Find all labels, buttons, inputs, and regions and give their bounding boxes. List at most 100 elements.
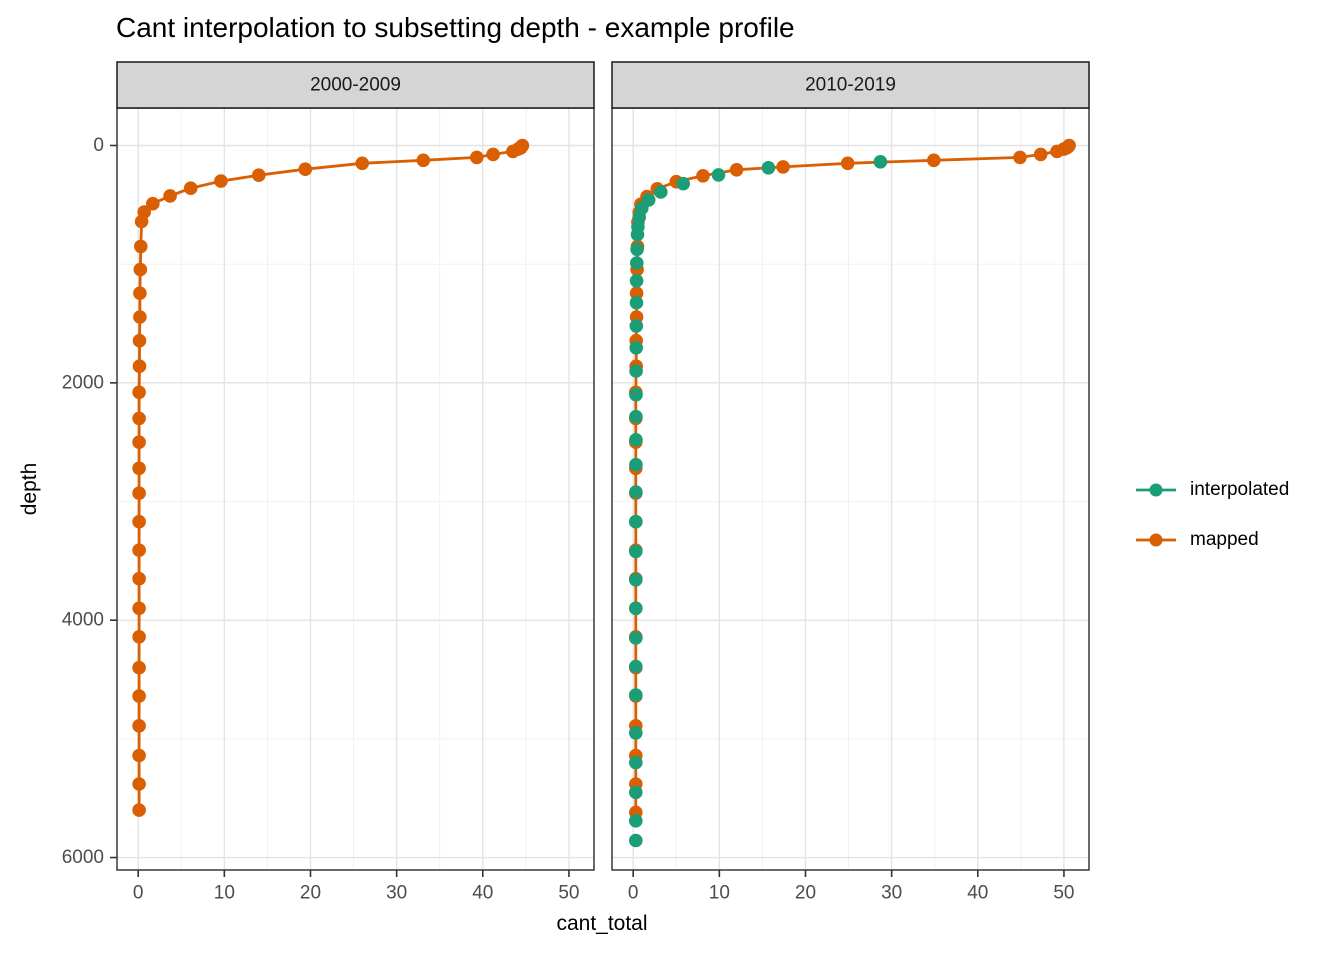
data-point-interpolated (629, 295, 644, 310)
data-point-mapped (1013, 150, 1027, 165)
data-point-interpolated (873, 155, 888, 169)
data-point-mapped (1050, 144, 1064, 159)
data-point-interpolated (629, 601, 643, 616)
data-point-mapped (134, 239, 148, 254)
data-point-mapped (132, 543, 146, 557)
data-point-interpolated (629, 387, 643, 402)
panel-background (612, 108, 1089, 870)
data-point-mapped (927, 153, 941, 168)
y-axis-tick-label: 4000 (62, 610, 104, 631)
data-point-mapped (132, 777, 146, 791)
data-point-interpolated (629, 485, 643, 499)
data-point-mapped (132, 571, 146, 586)
data-point-mapped (133, 262, 148, 277)
data-point-mapped (132, 385, 146, 400)
data-point-mapped (132, 486, 146, 501)
data-point-interpolated (629, 573, 643, 587)
data-point-mapped (251, 168, 266, 182)
legend-item-interpolated: interpolated (1134, 479, 1289, 501)
legend-item-mapped: mapped (1134, 529, 1289, 551)
data-point-interpolated (676, 176, 690, 191)
data-point-mapped (840, 156, 855, 171)
x-axis-tick-label: 0 (628, 883, 639, 904)
data-point-mapped (132, 411, 146, 426)
data-point-mapped (214, 174, 228, 188)
data-point-interpolated (630, 242, 644, 257)
x-axis-tick-label: 50 (1053, 883, 1074, 904)
data-point-interpolated (629, 341, 643, 355)
facet-strip-label: 2000-2009 (310, 75, 401, 96)
x-axis-tick-label: 30 (881, 883, 902, 904)
x-axis-tick-label: 40 (472, 883, 493, 904)
data-point-mapped (133, 310, 147, 324)
facet-strip (116, 61, 595, 109)
data-point-interpolated (629, 457, 643, 472)
x-axis-tick-label: 10 (709, 883, 730, 904)
x-axis-tick-label: 40 (967, 883, 988, 904)
data-point-interpolated (629, 364, 643, 378)
data-point-mapped (133, 286, 147, 301)
data-point-interpolated (629, 631, 643, 645)
data-point-mapped (696, 169, 710, 183)
data-point-mapped (132, 803, 146, 817)
data-point-mapped (132, 435, 146, 450)
data-point-mapped (506, 144, 520, 159)
facet-strip (611, 61, 1090, 109)
data-point-mapped (298, 162, 313, 176)
data-point-interpolated (629, 274, 644, 288)
data-point-mapped (776, 160, 790, 174)
data-point-mapped (132, 461, 146, 476)
data-point-mapped (132, 333, 147, 348)
data-point-mapped (132, 660, 146, 675)
data-point-mapped (132, 689, 146, 703)
y-axis-tick-label: 0 (93, 135, 104, 156)
data-point-interpolated (654, 185, 668, 199)
data-point-mapped (729, 163, 744, 177)
data-point-mapped (132, 514, 146, 529)
plot-title: Cant interpolation to subsetting depth -… (116, 12, 795, 43)
data-point-interpolated (630, 227, 645, 242)
legend-key-line-dot-icon (1136, 483, 1176, 497)
data-point-mapped (355, 156, 370, 171)
legend: interpolated mapped (1134, 479, 1289, 551)
data-point-mapped (132, 630, 146, 644)
data-point-mapped (132, 359, 147, 374)
data-point-interpolated (711, 168, 726, 182)
panel-background (117, 108, 594, 870)
y-axis-title: depth (18, 462, 41, 516)
data-point-mapped (163, 189, 177, 203)
data-point-interpolated (629, 319, 644, 333)
data-point-interpolated (761, 161, 776, 175)
data-point-interpolated (629, 726, 643, 740)
y-axis-tick-label: 2000 (62, 372, 104, 393)
legend-key-line-dot-icon (1136, 533, 1176, 547)
data-point-mapped (1033, 147, 1048, 162)
x-axis-title: cant_total (556, 912, 648, 935)
x-axis-tick-label: 30 (386, 883, 407, 904)
data-point-interpolated (629, 785, 643, 800)
data-point-interpolated (629, 814, 643, 828)
y-axis-tick-label: 6000 (62, 847, 104, 868)
legend-label: mapped (1190, 529, 1259, 550)
data-point-interpolated (629, 659, 643, 674)
data-point-mapped (132, 748, 146, 763)
legend-label: interpolated (1190, 479, 1290, 500)
data-point-interpolated (629, 514, 643, 529)
data-point-mapped (416, 153, 431, 168)
data-point-mapped (134, 214, 149, 229)
data-point-interpolated (629, 688, 643, 702)
x-axis-tick-label: 10 (214, 883, 235, 904)
data-point-interpolated (629, 433, 643, 447)
x-axis-tick-label: 20 (795, 883, 816, 904)
data-point-interpolated (629, 409, 643, 424)
data-point-interpolated (629, 833, 643, 848)
data-point-interpolated (630, 256, 644, 270)
data-point-mapped (470, 150, 484, 165)
data-point-interpolated (629, 544, 643, 559)
x-axis-tick-label: 20 (300, 883, 321, 904)
data-point-interpolated (629, 755, 643, 770)
data-point-mapped (132, 719, 146, 733)
